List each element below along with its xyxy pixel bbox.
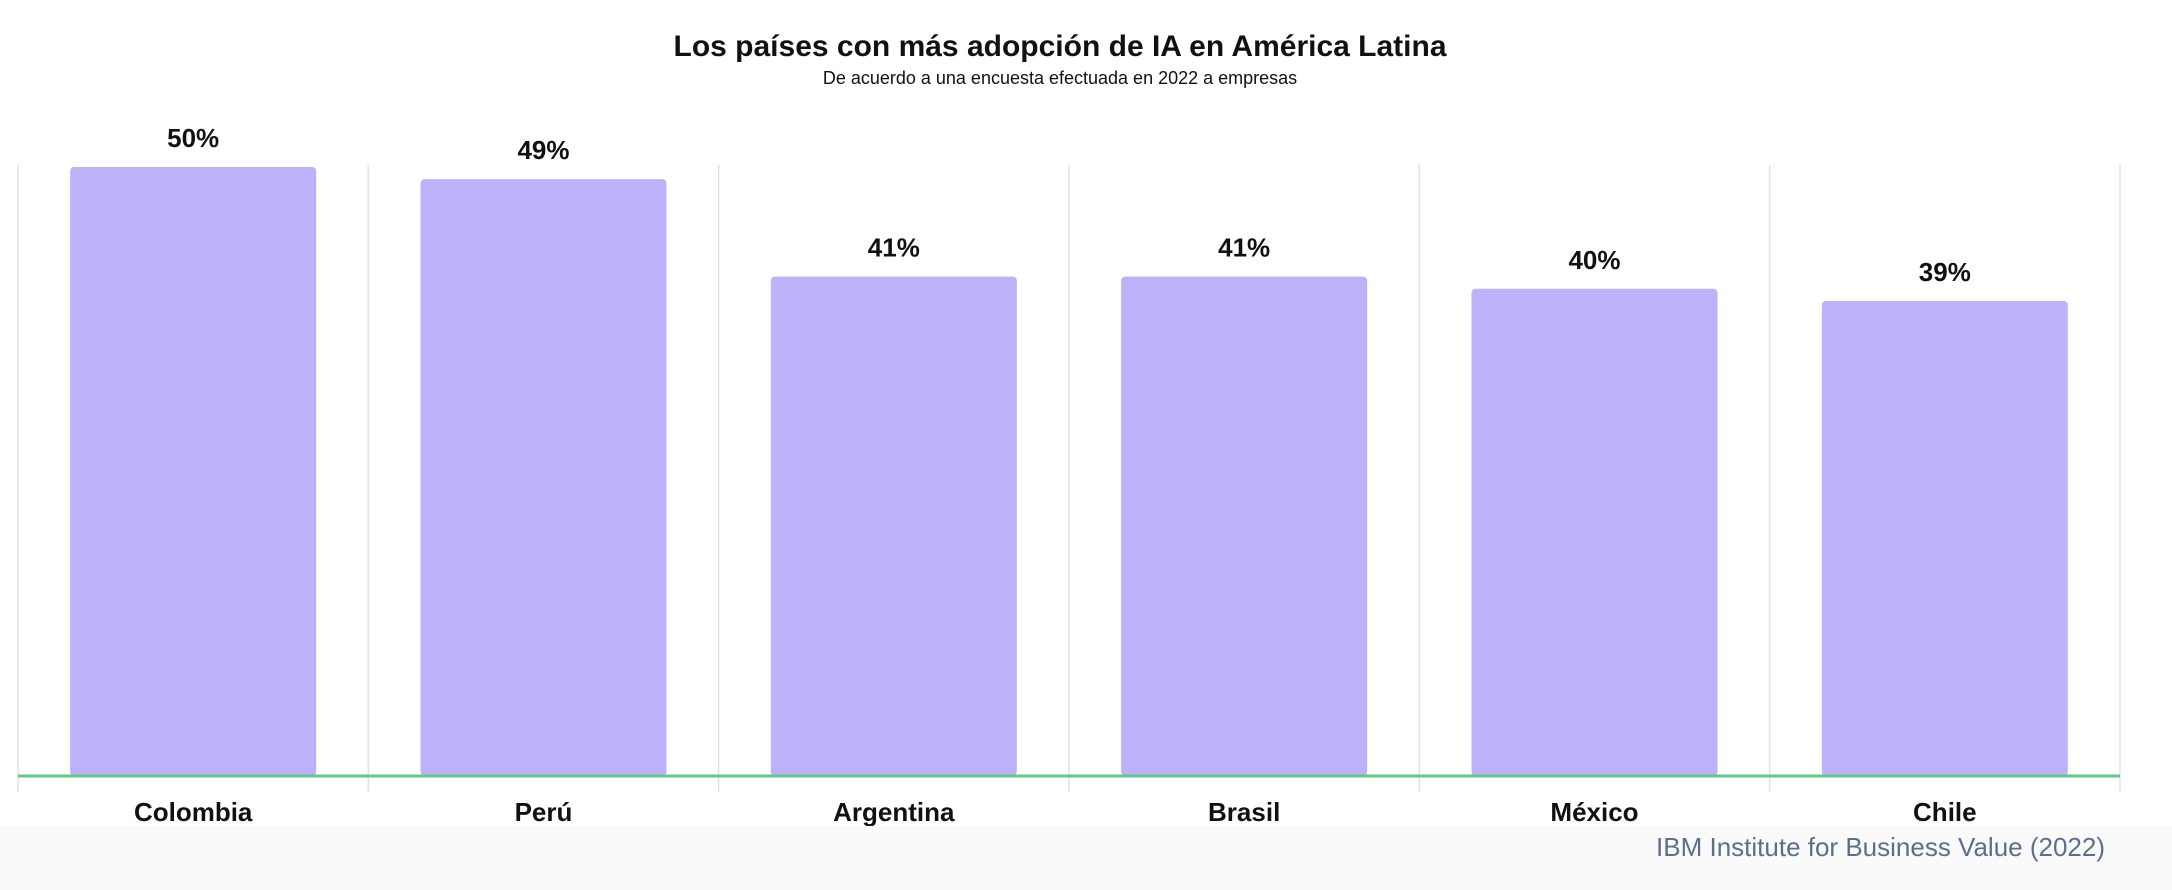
category-label: Perú <box>515 797 573 826</box>
footer-band <box>0 826 2172 890</box>
category-label: Brasil <box>1208 797 1280 826</box>
source-note: IBM Institute for Business Value (2022) <box>1656 832 2105 862</box>
bar-brasil <box>1121 276 1368 776</box>
value-label: 39% <box>1919 257 1971 287</box>
value-label: 40% <box>1568 245 1620 275</box>
chart-title: Los países con más adopción de IA en Amé… <box>673 30 1447 63</box>
bar-colombia <box>70 167 317 776</box>
value-label: 41% <box>1218 233 1270 263</box>
bar-perú <box>420 179 667 776</box>
category-label: México <box>1550 797 1638 826</box>
bar-argentina <box>770 276 1017 776</box>
category-label: Argentina <box>833 797 955 826</box>
bar-chart: 50% Colombia 49% Perú 41% Argentina 41% Brasil 4… <box>17 123 2121 826</box>
category-label: Colombia <box>134 797 253 826</box>
bar-chile <box>1821 300 2068 776</box>
value-label: 50% <box>167 123 219 153</box>
value-label: 49% <box>517 135 569 165</box>
category-label: Chile <box>1913 797 1977 826</box>
value-label: 41% <box>868 233 920 263</box>
chart-subtitle: De acuerdo a una encuesta efectuada en 2… <box>822 68 1298 88</box>
bar-méxico <box>1471 288 1718 776</box>
